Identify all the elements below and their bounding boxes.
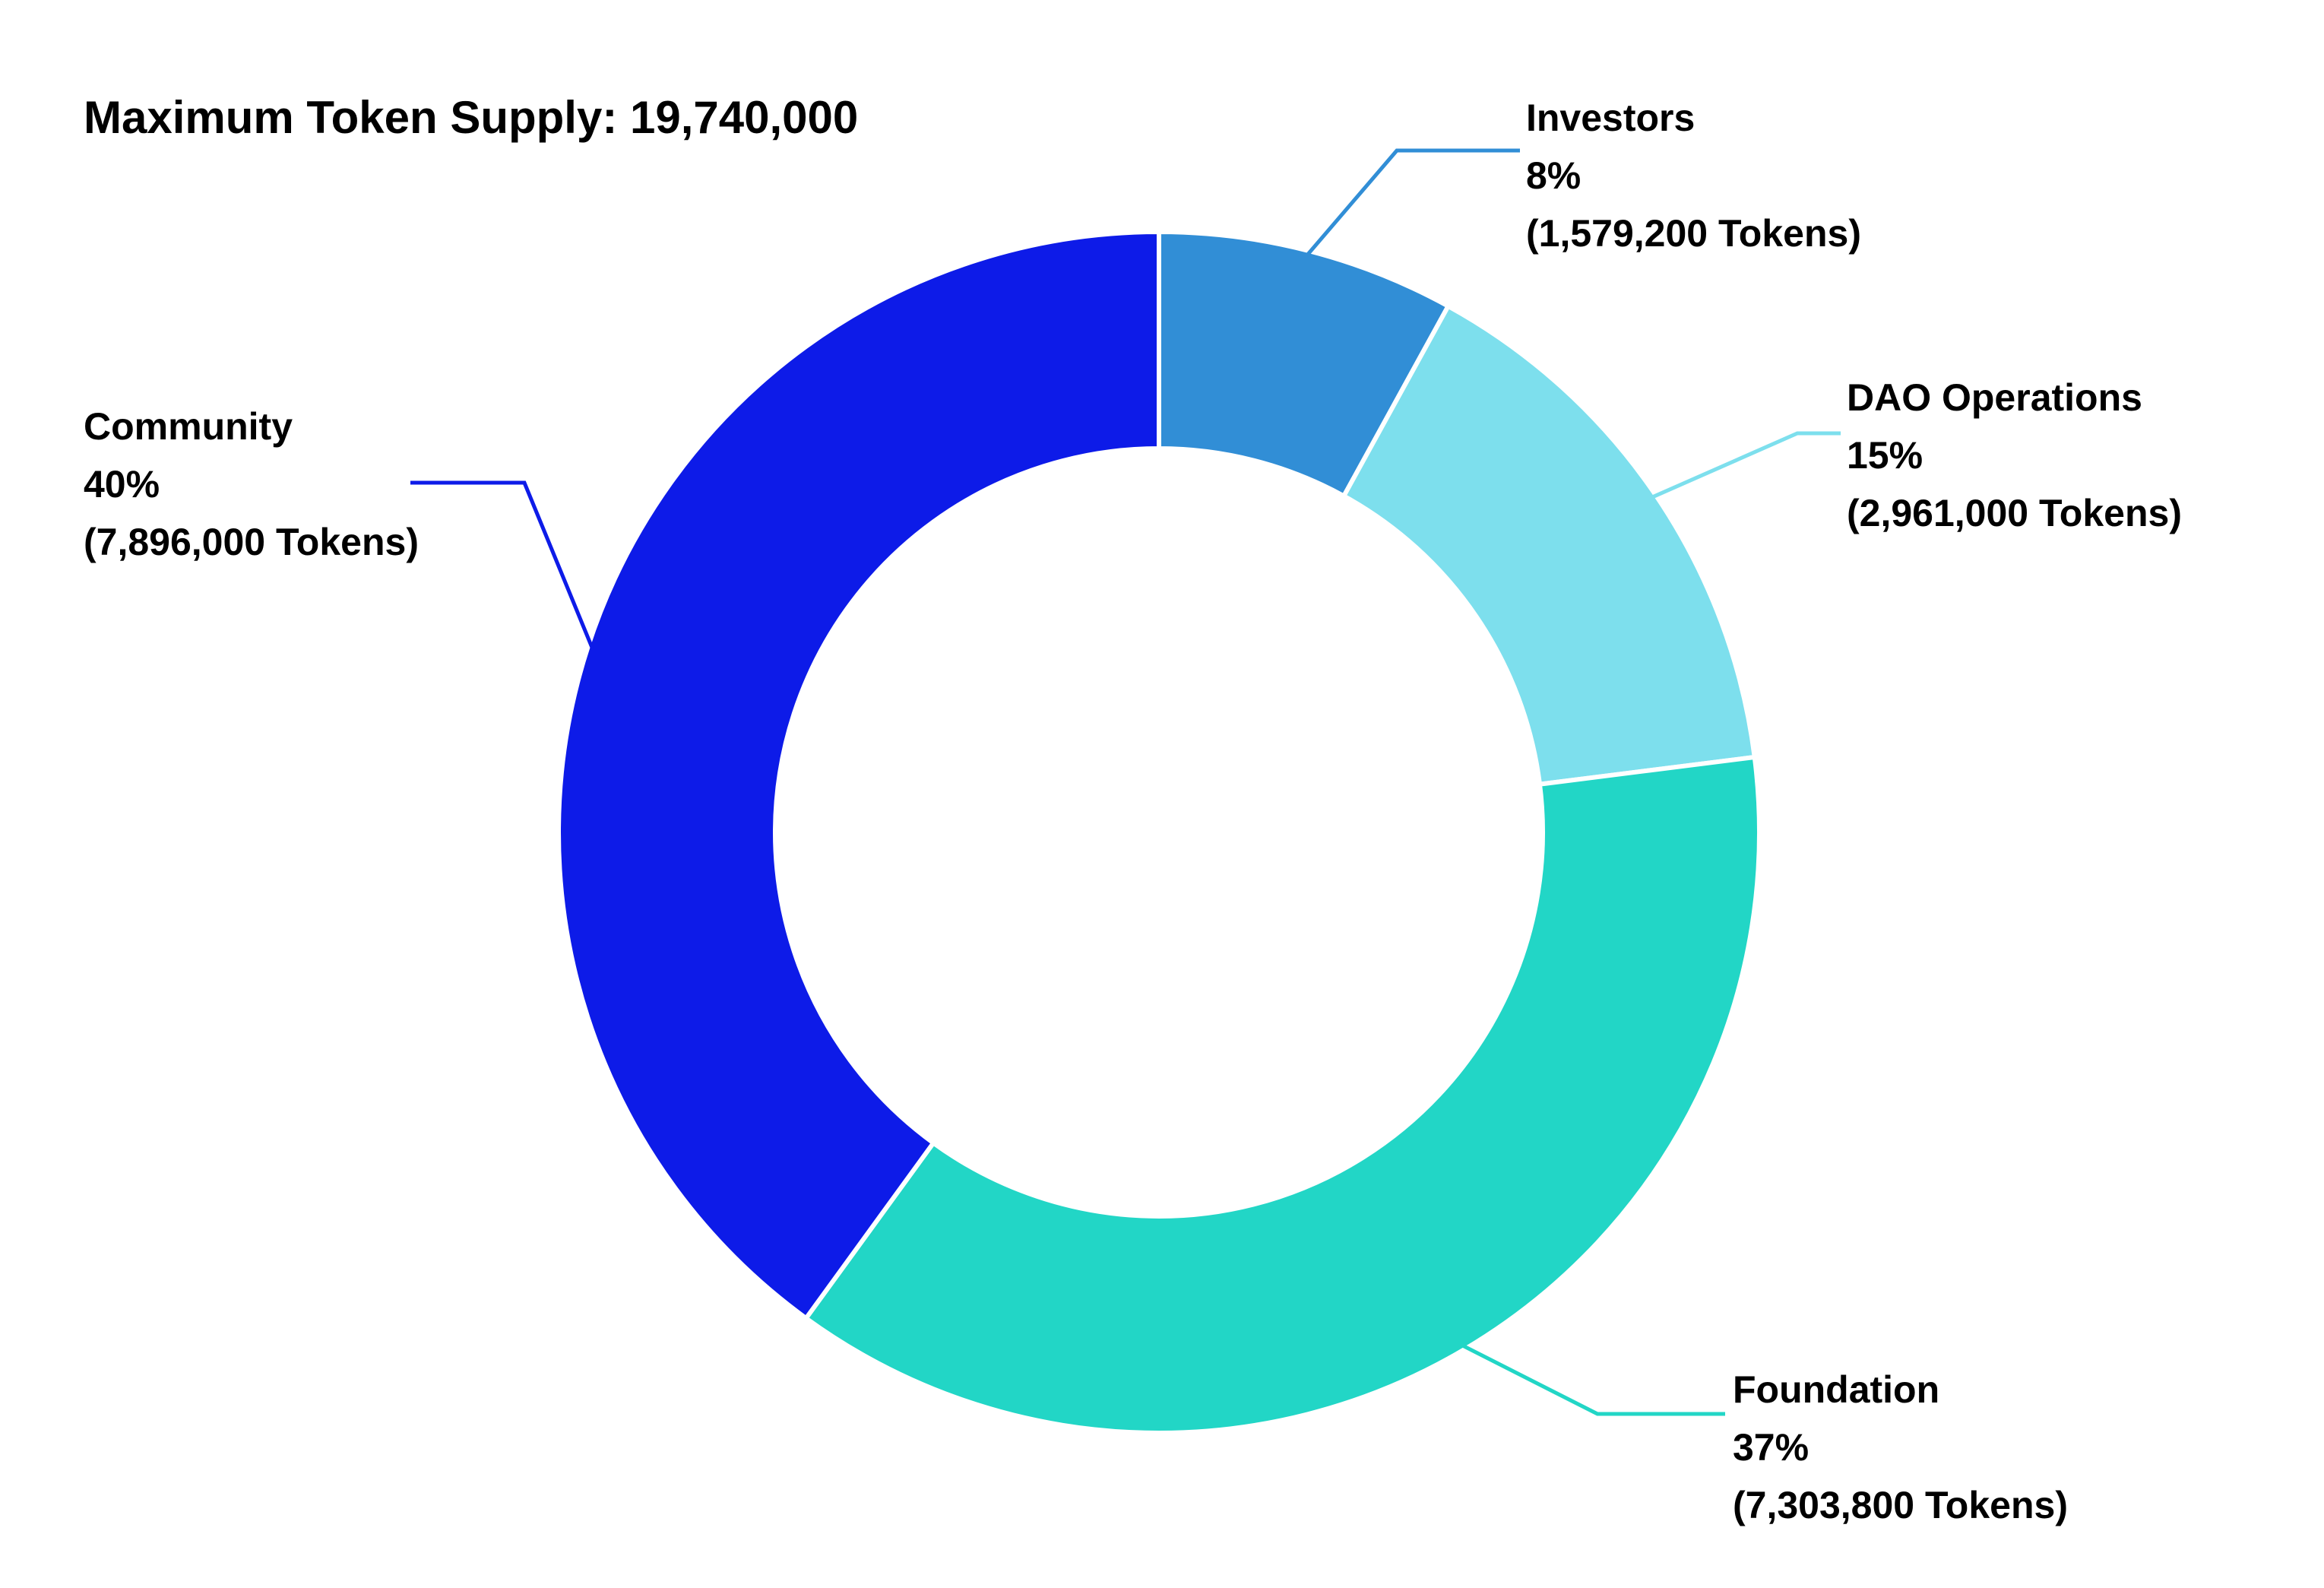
- slice-dao-operations: [1341, 303, 1757, 787]
- donut-slices: [556, 230, 1762, 1435]
- label-community: Community 40% (7,896,000 Tokens): [84, 405, 419, 563]
- label-dao-operations: DAO Operations 15% (2,961,000 Tokens): [1847, 376, 2182, 534]
- label-tokens-investors: (1,579,200 Tokens): [1526, 212, 1861, 255]
- label-percent-investors: 8%: [1526, 154, 1581, 197]
- label-percent-community: 40%: [84, 463, 160, 506]
- leader-line-dao-operations: [1651, 431, 1841, 499]
- label-name-community: Community: [84, 405, 293, 448]
- label-percent-dao-operations: 15%: [1847, 434, 1923, 477]
- leader-lines: [410, 148, 1841, 1416]
- slice-community: [556, 230, 1161, 1321]
- label-name-investors: Investors: [1526, 97, 1695, 139]
- label-investors: Investors 8% (1,579,200 Tokens): [1526, 97, 1861, 255]
- label-tokens-foundation: (7,303,800 Tokens): [1733, 1484, 2068, 1526]
- label-percent-foundation: 37%: [1733, 1426, 1809, 1469]
- label-tokens-dao-operations: (2,961,000 Tokens): [1847, 492, 2182, 534]
- label-name-foundation: Foundation: [1733, 1368, 1939, 1411]
- chart-title: Maximum Token Supply: 19,740,000: [84, 92, 858, 143]
- label-name-dao-operations: DAO Operations: [1847, 376, 2142, 419]
- leader-line-investors: [1306, 148, 1520, 257]
- slice-foundation: [803, 754, 1762, 1435]
- leader-line-foundation: [1461, 1343, 1725, 1416]
- slice-labels: Investors 8% (1,579,200 Tokens) DAO Operati…: [84, 97, 2182, 1526]
- label-tokens-community: (7,896,000 Tokens): [84, 521, 419, 563]
- leader-line-community: [410, 480, 594, 649]
- label-foundation: Foundation 37% (7,303,800 Tokens): [1733, 1368, 2068, 1526]
